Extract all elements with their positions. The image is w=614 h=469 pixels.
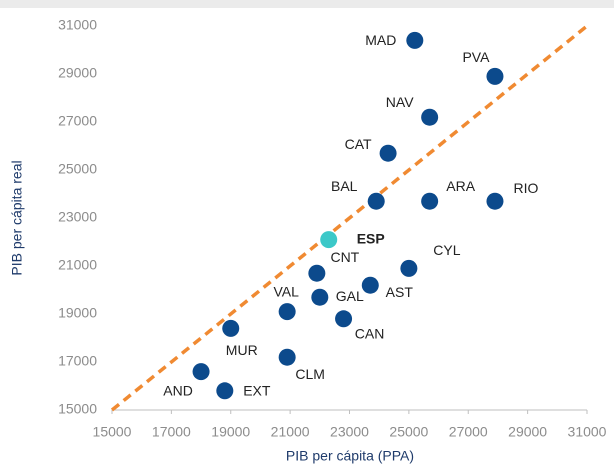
point-label: AND — [163, 382, 193, 398]
point — [361, 276, 379, 294]
point — [311, 288, 329, 306]
point — [400, 259, 418, 277]
top-band — [0, 0, 614, 8]
x-tick-label: 29000 — [508, 424, 547, 440]
point-label: GAL — [336, 288, 364, 304]
point-label: PVA — [462, 49, 490, 65]
y-tick-label: 19000 — [58, 305, 97, 321]
point — [278, 348, 296, 366]
point-label: VAL — [273, 283, 299, 299]
y-tick-label: 31000 — [58, 17, 97, 33]
x-tick-label: 31000 — [568, 424, 607, 440]
y-tick-label: 21000 — [58, 257, 97, 273]
point — [421, 108, 439, 126]
point-label: CNT — [330, 249, 359, 265]
reference-line — [110, 24, 589, 412]
x-tick-label: 27000 — [449, 424, 488, 440]
point — [216, 382, 234, 400]
x-tick-label: 19000 — [211, 424, 250, 440]
point — [308, 264, 326, 282]
point — [320, 231, 338, 249]
point-label: EXT — [243, 383, 271, 399]
point-label: BAL — [331, 178, 358, 194]
point — [406, 31, 424, 49]
point-label: MAD — [365, 32, 396, 48]
point-label: AST — [386, 284, 414, 300]
y-tick-label: 23000 — [58, 209, 97, 225]
point-label: ARA — [446, 178, 475, 194]
y-tick-label: 25000 — [58, 161, 97, 177]
point-label: CAT — [345, 136, 372, 152]
point-label: CLM — [295, 366, 325, 382]
y-tick-label: 17000 — [58, 353, 97, 369]
point-label: MUR — [226, 342, 258, 358]
y-tick-label: 27000 — [58, 113, 97, 129]
x-tick-label: 25000 — [389, 424, 428, 440]
point — [379, 144, 397, 162]
point — [192, 363, 210, 381]
point-label: RIO — [514, 180, 539, 196]
y-axis-label: PIB per cápita real — [9, 160, 25, 275]
x-tick-label: 17000 — [152, 424, 191, 440]
x-tick-label: 23000 — [330, 424, 369, 440]
point — [486, 192, 504, 210]
point-label: CAN — [355, 326, 385, 342]
x-axis-label: PIB per cápita (PPA) — [286, 448, 414, 464]
point — [421, 192, 439, 210]
y-tick-label: 29000 — [58, 65, 97, 81]
point — [367, 192, 385, 210]
point — [278, 303, 296, 321]
x-tick-label: 21000 — [271, 424, 310, 440]
point — [486, 67, 504, 85]
point — [335, 310, 353, 328]
x-tick-label: 15000 — [93, 424, 132, 440]
point-label: CYL — [433, 242, 460, 258]
point — [222, 319, 240, 337]
point-label: NAV — [386, 94, 414, 110]
y-tick-label: 15000 — [58, 401, 97, 417]
point-label: ESP — [357, 230, 385, 246]
